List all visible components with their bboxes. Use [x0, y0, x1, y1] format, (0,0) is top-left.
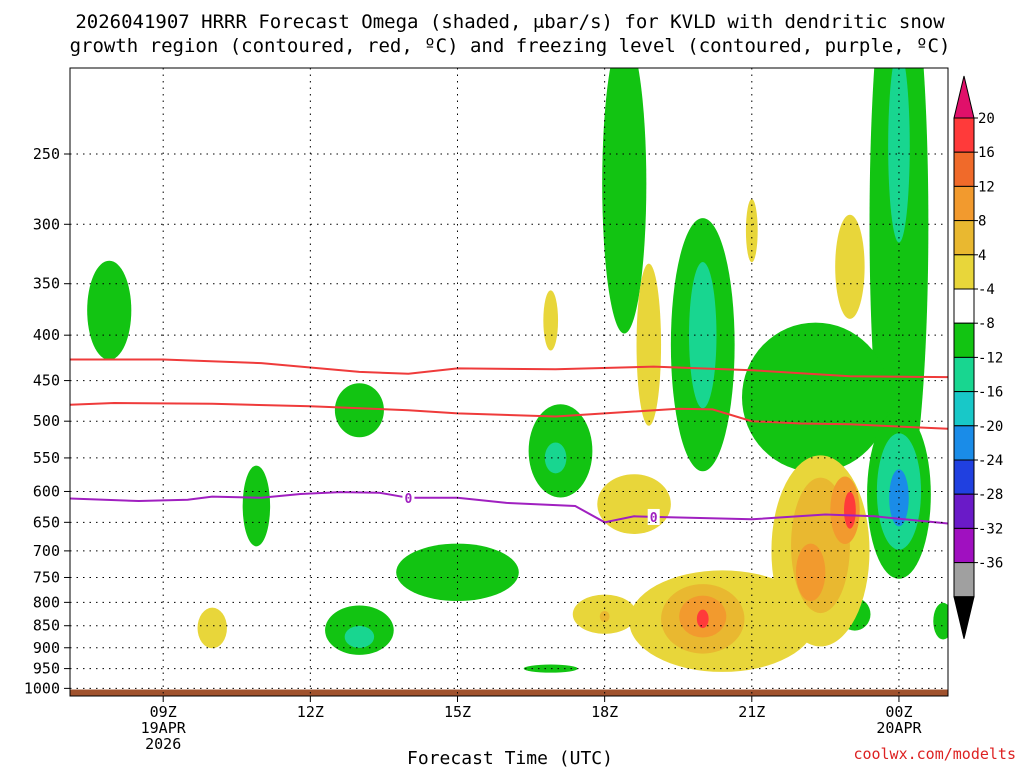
freezing-label-bg — [402, 489, 415, 506]
colorbar-tick-label: -36 — [978, 556, 1003, 572]
colorbar-tick-label: -8 — [978, 316, 995, 332]
colorbar-tick-label: 8 — [978, 214, 986, 230]
chart-title: 2026041907 HRRR Forecast Omega (shaded, … — [75, 11, 945, 33]
omega-upward-region-11 — [888, 68, 910, 243]
freezing-level-label: 0 — [405, 492, 413, 507]
colorbar-tick-label: 4 — [978, 248, 986, 264]
axes: 250 300 350 400 450 500 550 600 650 700 750 800 850 9… — [24, 67, 949, 753]
omega-upward-region-5 — [396, 543, 519, 602]
freezing-label-bg — [647, 508, 660, 525]
y-tick-label: 650 — [33, 513, 60, 531]
omega-upward-region-13 — [689, 262, 717, 409]
y-tick-label: 300 — [33, 215, 60, 233]
colorbar-tick-label: -32 — [978, 521, 1003, 537]
colorbar-swatch-0 — [953, 117, 975, 153]
colorbar-tick-label: -4 — [978, 282, 995, 298]
x-tick-label: 09Z — [150, 703, 177, 721]
colorbar-swatch-2 — [953, 185, 975, 222]
omega-upward-region-2 — [242, 465, 271, 547]
colorbar-bottom-arrow — [953, 596, 975, 639]
x-tick-label: 12Z — [297, 703, 324, 721]
omega-upward-region-0 — [87, 260, 132, 360]
colorbar-swatch-11 — [953, 493, 975, 529]
x-tick-date: 20APR — [876, 719, 922, 737]
x-tick-label: 18Z — [591, 703, 618, 721]
y-tick-label: 450 — [33, 372, 60, 390]
colorbar-tick-label: 12 — [978, 179, 995, 195]
colorbar-tick-label: -16 — [978, 385, 1003, 401]
y-tick-label: 850 — [33, 617, 60, 635]
colorbar: 20 16 12 8 4 -4 -8 -12 -16 -20 -24 -28 -32 -36 — [953, 75, 1003, 639]
colorbar-swatch-13 — [953, 562, 975, 598]
omega-upward-region-9 — [602, 68, 647, 334]
y-tick-label: 1000 — [24, 679, 60, 697]
freezing-level-label: 0 — [650, 511, 658, 526]
omega-upward-region-7 — [344, 625, 375, 648]
y-tick-label: 600 — [33, 482, 60, 500]
x-tick-year: 2026 — [145, 735, 181, 753]
y-tick-label: 500 — [33, 412, 60, 430]
colorbar-top-arrow — [953, 75, 975, 119]
y-tick-label: 800 — [33, 593, 60, 611]
y-tick-label: 550 — [33, 449, 60, 467]
colorbar-swatch-6 — [953, 322, 975, 358]
omega-upward-region-8 — [523, 664, 578, 673]
dgz-contour-line--18C — [70, 401, 948, 430]
colorbar-tick-label: 20 — [978, 111, 995, 127]
chart-subtitle: growth region (contoured, red, ºC) and f… — [70, 35, 951, 57]
y-tick-label: 950 — [33, 660, 60, 678]
colorbar-tick-label: 16 — [978, 145, 995, 161]
plot-area — [70, 68, 948, 696]
colorbar-swatch-7 — [953, 356, 975, 393]
colorbar-tick-label: -12 — [978, 350, 1003, 366]
y-tick-label: 750 — [33, 568, 60, 586]
omega-downward-region-5 — [597, 474, 671, 535]
colorbar-swatch-1 — [953, 151, 975, 187]
x-tick-date: 19APR — [141, 719, 187, 737]
omega-downward-region-2 — [636, 263, 662, 426]
y-tick-label: 400 — [33, 326, 60, 344]
y-tick-label: 700 — [33, 542, 60, 560]
plot-frame — [69, 67, 949, 697]
credit-text: coolwx.com/modelts — [853, 745, 1016, 763]
omega-upward-region-1 — [334, 383, 384, 438]
x-axis-label: Forecast Time (UTC) — [407, 748, 613, 768]
colorbar-swatch-4 — [953, 254, 975, 290]
x-tick-label: 00Z — [885, 703, 912, 721]
x-tick-label: 21Z — [738, 703, 765, 721]
omega-downward-region-7 — [599, 610, 610, 623]
omega-shading — [87, 68, 948, 673]
colorbar-tick-label: -24 — [978, 453, 1003, 469]
omega-downward-region-16 — [844, 491, 856, 529]
y-tick-label: 900 — [33, 639, 60, 657]
colorbar-tick-label: -20 — [978, 419, 1003, 435]
omega-downward-region-0 — [197, 607, 227, 649]
omega-upward-region-14 — [741, 322, 890, 473]
colorbar-swatch-3 — [953, 220, 975, 256]
omega-downward-region-1 — [543, 290, 559, 351]
colorbar-swatch-8 — [953, 391, 975, 427]
terrain-strip — [70, 689, 948, 696]
colorbar-swatch-9 — [953, 425, 975, 461]
y-tick-label: 250 — [33, 145, 60, 163]
colorbar-tick-label: -28 — [978, 487, 1003, 503]
omega-downward-region-4 — [835, 214, 865, 319]
colorbar-swatch-12 — [953, 527, 975, 564]
colorbar-swatch-10 — [953, 459, 975, 495]
colorbar-swatch-5 — [953, 288, 975, 324]
y-tick-label: 350 — [33, 275, 60, 293]
omega-downward-region-14 — [795, 543, 826, 602]
omega-downward-region-11 — [696, 609, 709, 629]
x-tick-label: 15Z — [444, 703, 471, 721]
omega-upward-region-4 — [544, 442, 567, 474]
omega-upward-region-19 — [933, 602, 948, 640]
